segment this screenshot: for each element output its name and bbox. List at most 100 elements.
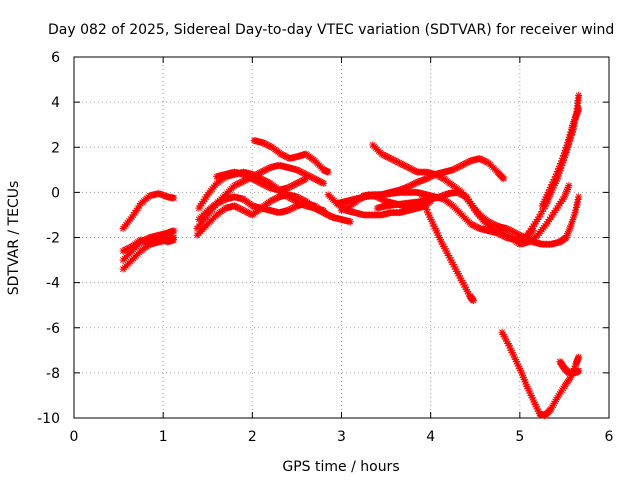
data-point: [556, 200, 564, 208]
data-point: [137, 236, 145, 244]
data-point: [489, 224, 497, 232]
data-point: [323, 210, 331, 218]
data-point: [394, 158, 402, 166]
data-point: [506, 344, 514, 352]
data-point: [381, 152, 389, 160]
data-point: [376, 194, 384, 202]
data-point: [324, 168, 332, 176]
data-point: [541, 195, 549, 203]
data-point: [156, 234, 164, 242]
data-point: [502, 224, 510, 232]
data-point: [519, 373, 527, 381]
data-point: [479, 156, 487, 164]
data-point: [296, 167, 304, 175]
data-point: [236, 179, 244, 187]
data-point: [262, 166, 270, 174]
data-point: [315, 177, 323, 185]
data-point: [235, 204, 243, 212]
data-point: [293, 179, 301, 187]
data-point: [426, 213, 434, 221]
data-point: [418, 202, 426, 210]
data-point: [575, 105, 583, 113]
data-point: [565, 182, 573, 190]
data-point: [431, 170, 439, 178]
data-point: [544, 218, 552, 226]
data-point: [250, 171, 258, 179]
data-point: [401, 184, 409, 192]
data-point: [563, 185, 571, 193]
data-point: [538, 208, 546, 216]
data-point: [277, 150, 285, 158]
data-point: [528, 224, 536, 232]
data-point: [403, 163, 411, 171]
data-point: [456, 162, 464, 170]
y-tick-label: 6: [51, 50, 60, 66]
data-point: [554, 167, 562, 175]
data-point: [308, 173, 316, 181]
data-point: [427, 215, 435, 223]
data-point: [339, 206, 347, 214]
data-point: [257, 168, 265, 176]
data-point: [439, 192, 447, 200]
data-point: [495, 227, 503, 235]
data-point: [122, 246, 130, 254]
data-point: [526, 227, 534, 235]
data-point: [450, 165, 458, 173]
x-tick-label: 2: [248, 429, 257, 445]
y-tick-label: -4: [46, 276, 60, 292]
data-point: [437, 238, 445, 246]
data-point: [570, 211, 578, 219]
data-point: [552, 173, 559, 181]
data-point: [262, 140, 270, 148]
series-arc-9: [250, 136, 332, 176]
data-point: [293, 166, 301, 174]
data-point: [534, 215, 542, 223]
data-point: [390, 156, 398, 164]
data-point: [564, 228, 572, 236]
data-point: [566, 130, 574, 138]
chart-title: Day 082 of 2025, Sidereal Day-to-day VTE…: [48, 22, 614, 38]
data-point: [520, 234, 528, 241]
data-point: [251, 176, 259, 184]
data-point: [385, 154, 393, 162]
data-point: [241, 207, 249, 215]
data-point: [231, 202, 238, 210]
data-point: [245, 173, 253, 181]
data-point: [437, 173, 445, 181]
data-point: [119, 247, 127, 255]
data-point: [549, 211, 557, 219]
data-point: [550, 182, 558, 190]
data-point: [571, 362, 579, 370]
data-point: [505, 226, 513, 234]
data-point: [436, 193, 444, 201]
series-arc-17: [418, 195, 477, 305]
data-point: [511, 229, 519, 237]
data-point: [433, 229, 441, 237]
data-point: [407, 181, 415, 189]
data-point: [421, 203, 429, 211]
data-point: [425, 211, 433, 219]
data-point: [447, 256, 455, 264]
data-point: [125, 244, 133, 252]
data-point: [419, 198, 427, 206]
data-point: [458, 161, 466, 169]
data-point: [565, 226, 573, 234]
data-point: [528, 237, 536, 245]
data-point: [155, 234, 163, 241]
data-point: [567, 373, 575, 381]
data-point: [320, 179, 328, 187]
data-point: [239, 206, 247, 214]
data-point: [135, 202, 143, 210]
data-point: [384, 153, 392, 161]
data-point: [299, 169, 307, 177]
data-point: [572, 111, 580, 119]
data-point: [562, 144, 570, 152]
y-tick-label: -8: [46, 366, 60, 382]
data-point: [575, 353, 583, 361]
data-point: [285, 183, 293, 191]
data-point: [284, 184, 292, 192]
data-point: [494, 227, 502, 235]
data-point: [342, 204, 350, 212]
data-point: [293, 193, 301, 201]
